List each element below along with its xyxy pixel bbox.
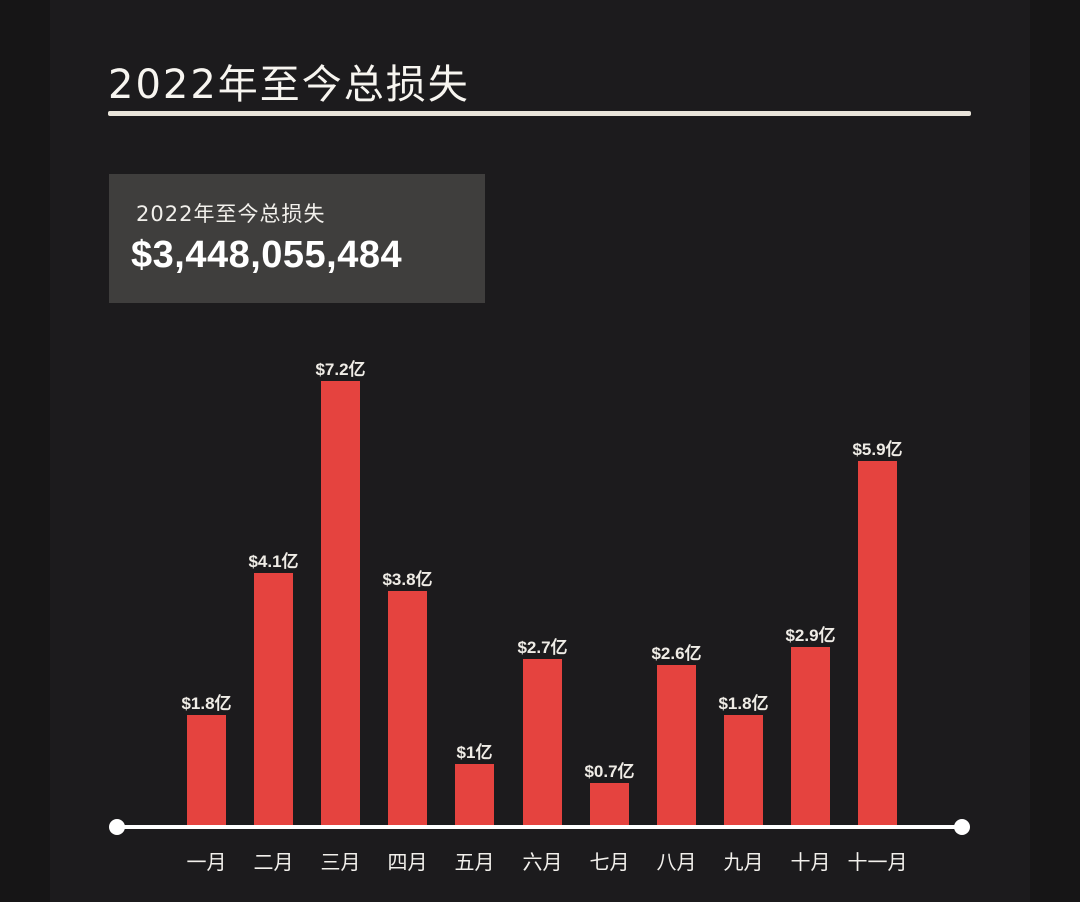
x-tick-label: 五月	[454, 850, 495, 874]
bar-2	[254, 573, 293, 826]
x-tick-label: 六月	[522, 850, 563, 874]
bar-value-label: $3.8亿	[382, 570, 433, 589]
axis-start-dot	[109, 819, 125, 835]
bar-4	[388, 591, 427, 826]
bar-value-label: $5.9亿	[852, 440, 903, 459]
x-tick-label: 一月	[186, 850, 227, 874]
bar-value-label: $1亿	[456, 743, 493, 762]
x-tick-label: 三月	[320, 850, 361, 874]
x-tick-label: 八月	[656, 850, 697, 874]
x-tick-label: 二月	[253, 850, 294, 874]
bar-6	[523, 659, 562, 826]
bar-value-label: $1.8亿	[718, 694, 769, 713]
x-tick-label: 十月	[790, 850, 831, 874]
page-title: 2022年至今总损失	[108, 62, 470, 108]
bar-7	[590, 783, 629, 826]
total-loss-value: $3,448,055,484	[131, 234, 403, 276]
x-tick-label: 九月	[723, 850, 764, 874]
bar-9	[724, 715, 763, 826]
bar-value-label: $7.2亿	[315, 360, 366, 379]
total-loss-card: 2022年至今总损失 $3,448,055,484	[109, 174, 485, 303]
x-tick-label: 四月	[387, 850, 428, 874]
bar-value-label: $4.1亿	[248, 552, 299, 571]
bar-1	[187, 715, 226, 826]
bar-3	[321, 381, 360, 826]
x-tick-label: 七月	[589, 850, 630, 874]
x-tick-label: 十一月	[847, 850, 908, 874]
total-loss-label: 2022年至今总损失	[136, 202, 326, 226]
bar-value-label: $1.8亿	[181, 694, 232, 713]
bar-8	[657, 665, 696, 826]
title-underline	[108, 111, 971, 116]
bar-value-label: $0.7亿	[584, 762, 635, 781]
x-axis-line	[117, 825, 962, 829]
bar-value-label: $2.9亿	[785, 626, 836, 645]
bar-value-label: $2.6亿	[651, 644, 702, 663]
axis-end-dot	[954, 819, 970, 835]
bar-11	[858, 461, 897, 826]
bar-10	[791, 647, 830, 826]
bar-value-label: $2.7亿	[517, 638, 568, 657]
bar-5	[455, 764, 494, 826]
